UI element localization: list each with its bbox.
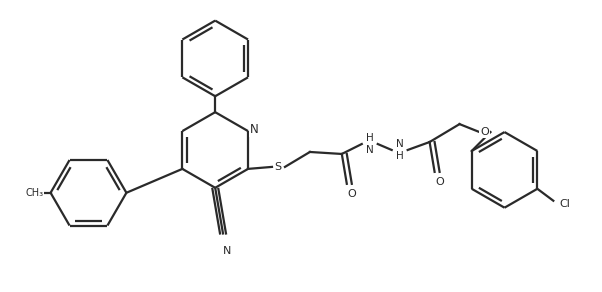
Text: O: O: [347, 189, 356, 199]
Text: O: O: [435, 177, 444, 187]
Text: S: S: [275, 162, 282, 172]
Text: N
H: N H: [396, 139, 403, 161]
Text: CH₃: CH₃: [25, 188, 44, 198]
Text: N: N: [250, 123, 258, 135]
Text: N: N: [223, 246, 231, 256]
Text: H
N: H N: [366, 133, 374, 155]
Text: O: O: [480, 127, 489, 137]
Text: Cl: Cl: [560, 199, 571, 209]
